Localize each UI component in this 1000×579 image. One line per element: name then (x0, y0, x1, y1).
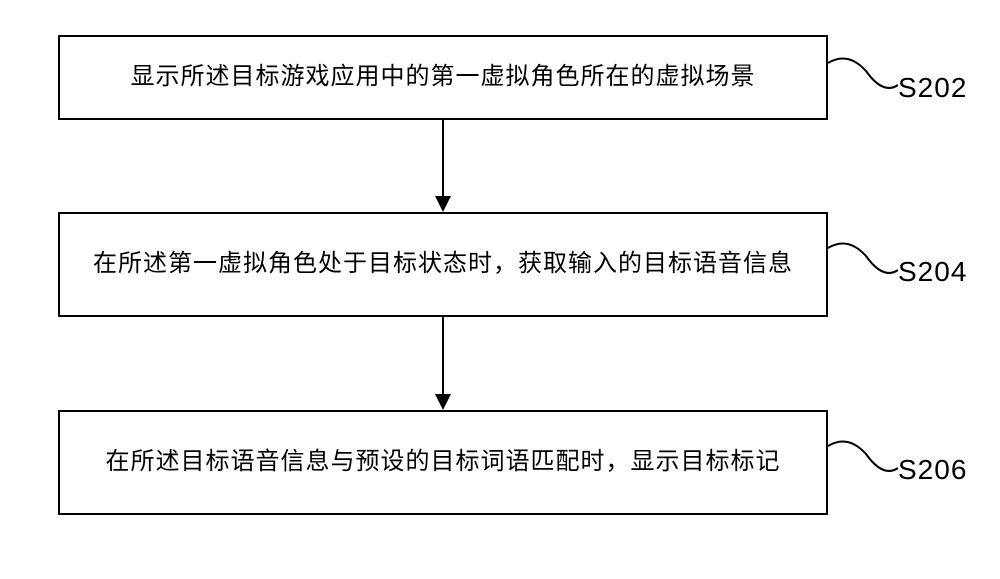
step-label-s206: S206 (898, 454, 967, 486)
step-label-s202: S202 (898, 72, 967, 104)
flowchart-step-s202: 显示所述目标游戏应用中的第一虚拟角色所在的虚拟场景 (58, 35, 828, 120)
connector-curve-s204 (828, 240, 898, 290)
step-text: 显示所述目标游戏应用中的第一虚拟角色所在的虚拟场景 (131, 58, 756, 96)
flowchart-step-s204: 在所述第一虚拟角色处于目标状态时，获取输入的目标语音信息 (58, 212, 828, 317)
flowchart-step-s206: 在所述目标语音信息与预设的目标词语匹配时，显示目标标记 (58, 410, 828, 515)
flowchart-arrow-2 (433, 317, 453, 410)
connector-curve-s202 (828, 55, 898, 105)
flowchart: 显示所述目标游戏应用中的第一虚拟角色所在的虚拟场景 S202 在所述第一虚拟角色… (0, 0, 1000, 579)
flowchart-arrow-1 (433, 120, 453, 212)
connector-curve-s206 (828, 438, 898, 488)
step-text: 在所述第一虚拟角色处于目标状态时，获取输入的目标语音信息 (93, 245, 793, 283)
step-label-s204: S204 (898, 256, 967, 288)
step-text: 在所述目标语音信息与预设的目标词语匹配时，显示目标标记 (106, 443, 781, 481)
